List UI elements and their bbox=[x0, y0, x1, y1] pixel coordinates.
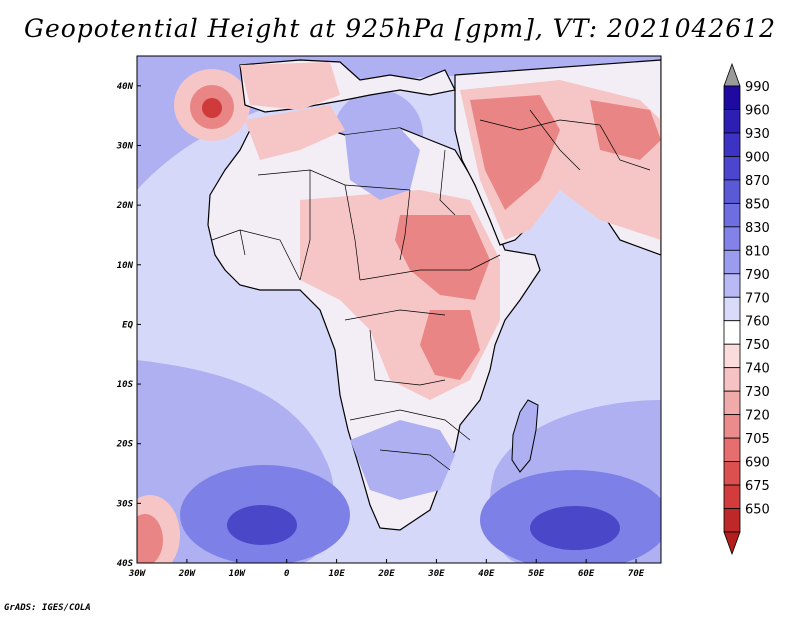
colorbar-label: 770 bbox=[745, 291, 770, 306]
colorbar-label: 870 bbox=[745, 174, 770, 189]
colorbar-swatch bbox=[723, 132, 741, 157]
colorbar-label: 705 bbox=[745, 432, 770, 447]
high-southwest-core bbox=[227, 505, 297, 545]
lat-label: EQ bbox=[122, 320, 133, 330]
plot-frame bbox=[136, 55, 662, 564]
colorbar-swatch bbox=[723, 202, 741, 228]
colorbar-label: 730 bbox=[745, 385, 770, 400]
low-atlantic-core bbox=[202, 98, 222, 118]
low-southwest-corner bbox=[137, 514, 163, 563]
colorbar-swatch bbox=[723, 320, 741, 345]
lon-label: 70E bbox=[628, 569, 645, 579]
colorbar-swatch bbox=[723, 437, 741, 462]
colorbar-top-arrow bbox=[723, 62, 741, 87]
colorbar-swatch bbox=[723, 461, 741, 486]
colorbar-swatch bbox=[723, 508, 741, 533]
low-maghreb-light bbox=[245, 105, 345, 160]
colorbar-swatch bbox=[723, 109, 741, 134]
low-iberia-light bbox=[240, 62, 340, 110]
lat-label: 10N bbox=[117, 261, 134, 271]
colorbar-label: 960 bbox=[745, 103, 770, 118]
lon-label: 50E bbox=[528, 569, 545, 579]
map-title: Geopotential Height at 925hPa [gpm], VT:… bbox=[23, 14, 777, 43]
colorbar-label: 650 bbox=[745, 503, 770, 518]
lon-label: 20E bbox=[377, 569, 395, 579]
colorbar-label: 720 bbox=[745, 409, 770, 424]
lat-label: 30S bbox=[116, 499, 134, 509]
lat-label: 40S bbox=[117, 559, 134, 569]
lon-label: 40E bbox=[478, 569, 495, 579]
colorbar-label: 930 bbox=[745, 127, 770, 142]
colorbar-swatch bbox=[723, 343, 741, 369]
high-sahara-light bbox=[345, 128, 420, 200]
colorbar-swatch bbox=[723, 156, 741, 181]
colorbar-label: 750 bbox=[745, 338, 770, 353]
low-sudan-mid bbox=[395, 215, 490, 300]
longitude-axis: 30W 20W 10W 0 10E 20E 30E 40E 50E 60E 70E bbox=[128, 559, 645, 579]
colorbar-label: 810 bbox=[745, 244, 770, 259]
colorbar-swatch bbox=[723, 390, 741, 416]
lat-label: 20S bbox=[116, 440, 134, 450]
colorbar-label: 740 bbox=[745, 362, 770, 377]
colorbar-swatch bbox=[723, 296, 741, 322]
land-masses bbox=[207, 59, 661, 531]
latitude-axis: 40N 30N 20N 10N EQ 10S 20S 30S 40S bbox=[116, 82, 141, 569]
high-southeast-core bbox=[530, 506, 620, 550]
colorbar-label: 675 bbox=[745, 479, 770, 494]
grads-credit: GrADS: IGES/COLA bbox=[4, 603, 91, 613]
colorbar-label: 990 bbox=[745, 80, 770, 95]
colorbar-swatch bbox=[723, 249, 741, 275]
colorbar-label: 760 bbox=[745, 315, 770, 330]
low-iran-mid bbox=[590, 100, 661, 160]
lon-label: 10E bbox=[328, 569, 345, 579]
colorbar-label: 850 bbox=[745, 197, 770, 212]
colorbar-swatch bbox=[723, 484, 741, 509]
lon-label: 30W bbox=[128, 569, 147, 579]
lon-label: 30E bbox=[427, 569, 445, 579]
colorbar-label: 690 bbox=[745, 456, 770, 471]
colorbar-swatch bbox=[723, 414, 741, 439]
lon-label: 60E bbox=[578, 569, 595, 579]
country-borders bbox=[211, 109, 651, 471]
colorbar-label: 830 bbox=[745, 221, 770, 236]
colorbar-label: 900 bbox=[745, 150, 770, 165]
lon-label: 20W bbox=[178, 569, 197, 579]
colorbar-bottom-arrow bbox=[723, 531, 741, 556]
lon-label: 10W bbox=[229, 569, 247, 579]
colorbar-swatch bbox=[723, 273, 741, 298]
lat-label: 30N bbox=[116, 141, 134, 151]
lat-label: 40N bbox=[117, 82, 134, 92]
lat-label: 20N bbox=[116, 201, 134, 211]
lat-label: 10S bbox=[117, 380, 134, 390]
low-greatlakes-mid bbox=[420, 310, 480, 380]
low-arabia-mid bbox=[470, 95, 560, 210]
colorbar-swatch bbox=[723, 179, 741, 204]
high-southern-africa-light bbox=[350, 420, 455, 500]
lon-label: 0 bbox=[284, 569, 290, 579]
madagascar-land bbox=[511, 399, 539, 473]
colorbar-swatch bbox=[723, 367, 741, 392]
colorbar-label: 790 bbox=[745, 268, 770, 283]
colorbar: 990 960 930 900 870 850 830 810 790 770 760 750 740 7… bbox=[723, 62, 770, 556]
colorbar-swatch bbox=[723, 85, 741, 110]
colorbar-swatch bbox=[723, 226, 741, 251]
